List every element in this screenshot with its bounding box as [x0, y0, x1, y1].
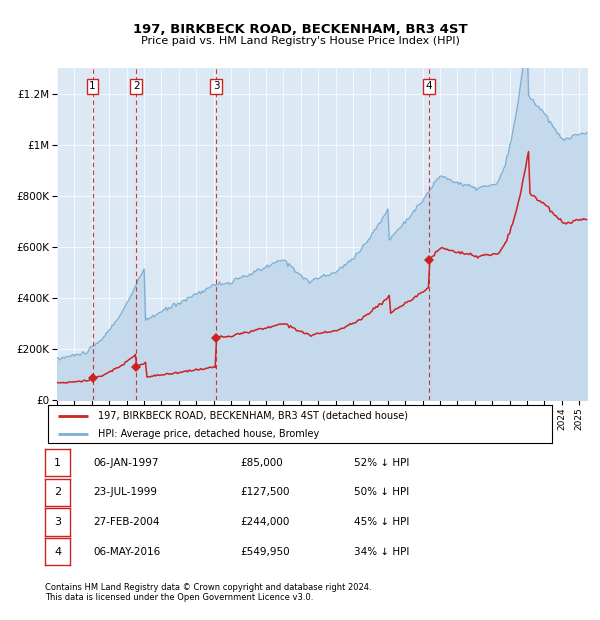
Text: 06-JAN-1997: 06-JAN-1997	[93, 458, 158, 467]
Text: 1: 1	[89, 81, 96, 91]
Text: HPI: Average price, detached house, Bromley: HPI: Average price, detached house, Brom…	[98, 428, 320, 439]
Text: 197, BIRKBECK ROAD, BECKENHAM, BR3 4ST (detached house): 197, BIRKBECK ROAD, BECKENHAM, BR3 4ST (…	[98, 410, 409, 420]
Text: 27-FEB-2004: 27-FEB-2004	[93, 517, 160, 527]
Text: 45% ↓ HPI: 45% ↓ HPI	[354, 517, 409, 527]
Text: 3: 3	[54, 517, 61, 527]
Text: 52% ↓ HPI: 52% ↓ HPI	[354, 458, 409, 467]
Text: £244,000: £244,000	[240, 517, 289, 527]
Text: Price paid vs. HM Land Registry's House Price Index (HPI): Price paid vs. HM Land Registry's House …	[140, 36, 460, 46]
Text: £85,000: £85,000	[240, 458, 283, 467]
Text: 06-MAY-2016: 06-MAY-2016	[93, 547, 160, 557]
Text: 1: 1	[54, 458, 61, 467]
Text: 50% ↓ HPI: 50% ↓ HPI	[354, 487, 409, 497]
Text: 4: 4	[425, 81, 432, 91]
Text: 4: 4	[54, 547, 61, 557]
Text: £549,950: £549,950	[240, 547, 290, 557]
Text: 2: 2	[133, 81, 140, 91]
Text: 34% ↓ HPI: 34% ↓ HPI	[354, 547, 409, 557]
Text: 23-JUL-1999: 23-JUL-1999	[93, 487, 157, 497]
Text: 197, BIRKBECK ROAD, BECKENHAM, BR3 4ST: 197, BIRKBECK ROAD, BECKENHAM, BR3 4ST	[133, 24, 467, 36]
Text: £127,500: £127,500	[240, 487, 290, 497]
Text: This data is licensed under the Open Government Licence v3.0.: This data is licensed under the Open Gov…	[45, 593, 313, 602]
Text: 3: 3	[213, 81, 220, 91]
Text: Contains HM Land Registry data © Crown copyright and database right 2024.: Contains HM Land Registry data © Crown c…	[45, 583, 371, 592]
Text: 2: 2	[54, 487, 61, 497]
